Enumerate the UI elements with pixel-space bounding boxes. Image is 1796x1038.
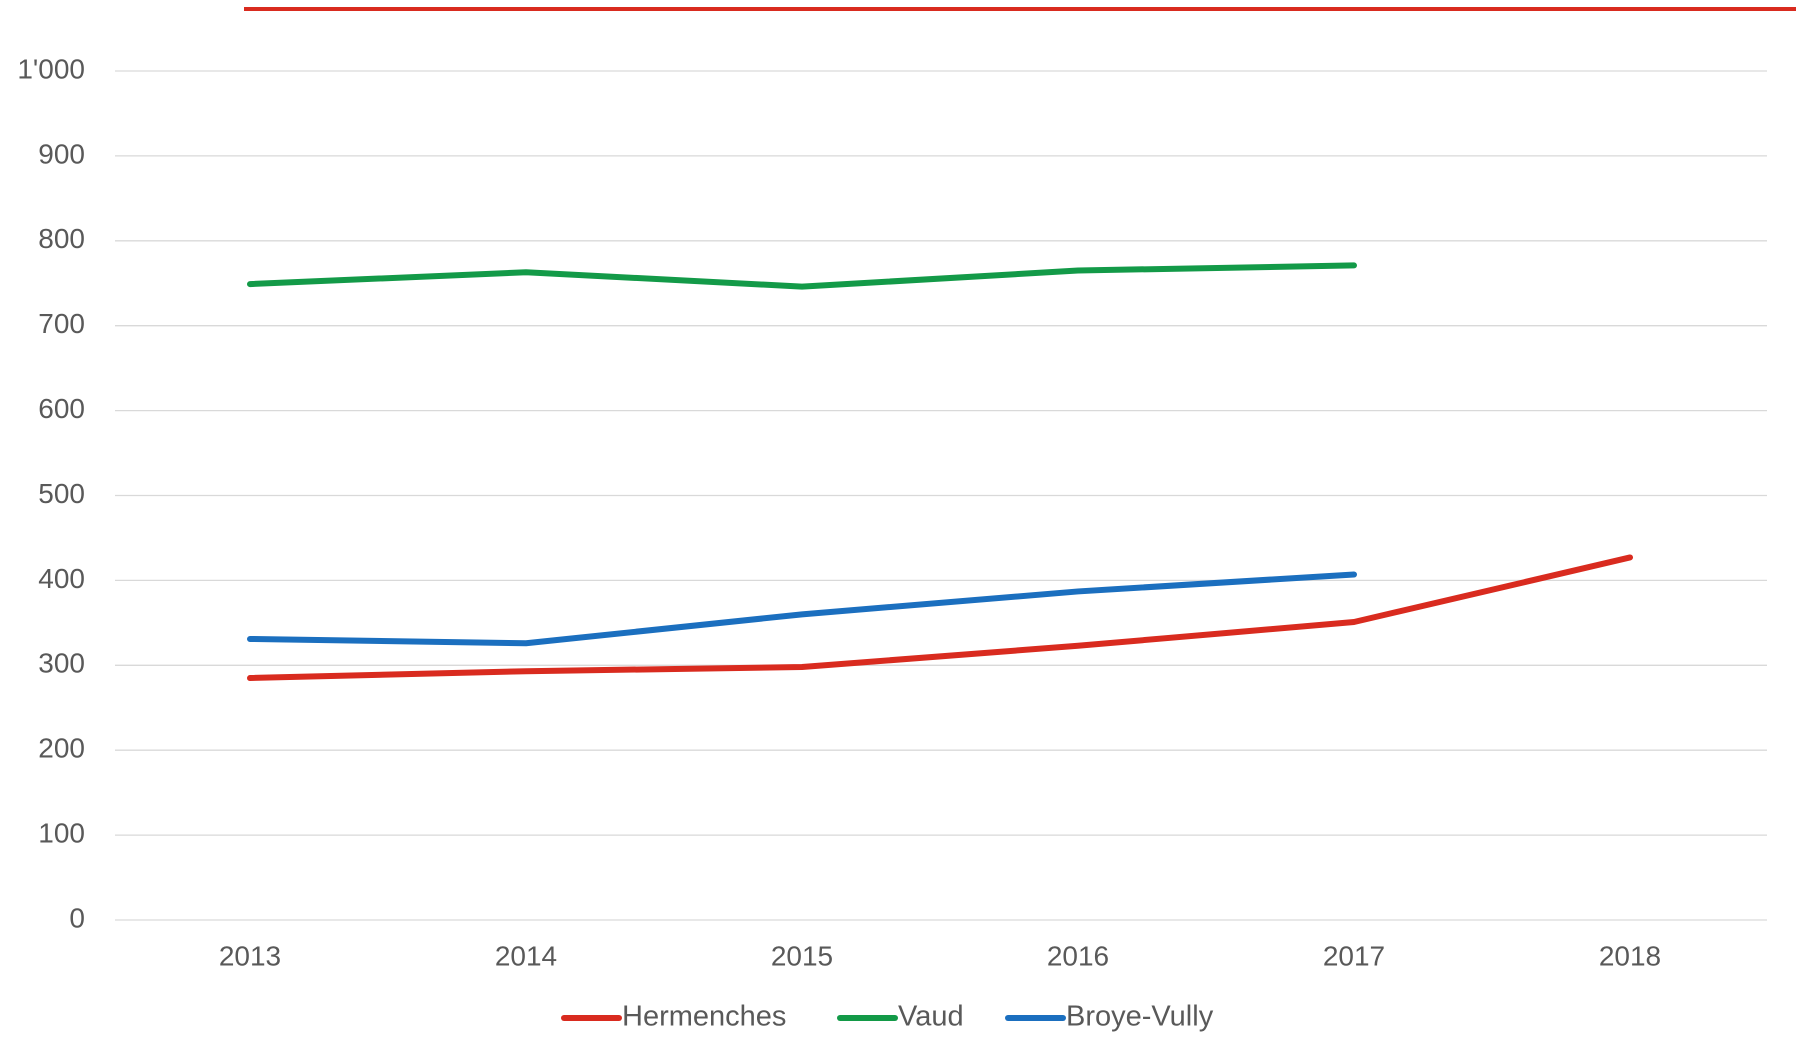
y-tick-label: 600 — [38, 393, 85, 424]
y-tick-label: 500 — [38, 478, 85, 509]
legend-label: Hermenches — [622, 1001, 786, 1033]
series-line — [247, 571, 1357, 647]
y-tick-label: 100 — [38, 817, 85, 848]
x-tick-label: 2017 — [1323, 940, 1385, 971]
series-line — [247, 554, 1633, 682]
y-tick-label: 300 — [38, 648, 85, 679]
x-tick-label: 2018 — [1599, 940, 1661, 971]
x-tick-label: 2015 — [771, 940, 833, 971]
y-tick-label: 700 — [38, 308, 85, 339]
x-tick-label: 2013 — [219, 940, 281, 971]
y-tick-label: 1'000 — [17, 53, 85, 84]
legend-label: Vaud — [898, 1001, 964, 1033]
y-tick-label: 200 — [38, 733, 85, 764]
x-tick-label: 2014 — [495, 940, 557, 971]
legend-label: Broye-Vully — [1066, 1001, 1214, 1033]
y-tick-label: 900 — [38, 138, 85, 169]
y-tick-label: 0 — [69, 902, 85, 933]
y-tick-label: 800 — [38, 223, 85, 254]
series-line — [247, 262, 1357, 290]
x-tick-label: 2016 — [1047, 940, 1109, 971]
y-tick-label: 400 — [38, 563, 85, 594]
